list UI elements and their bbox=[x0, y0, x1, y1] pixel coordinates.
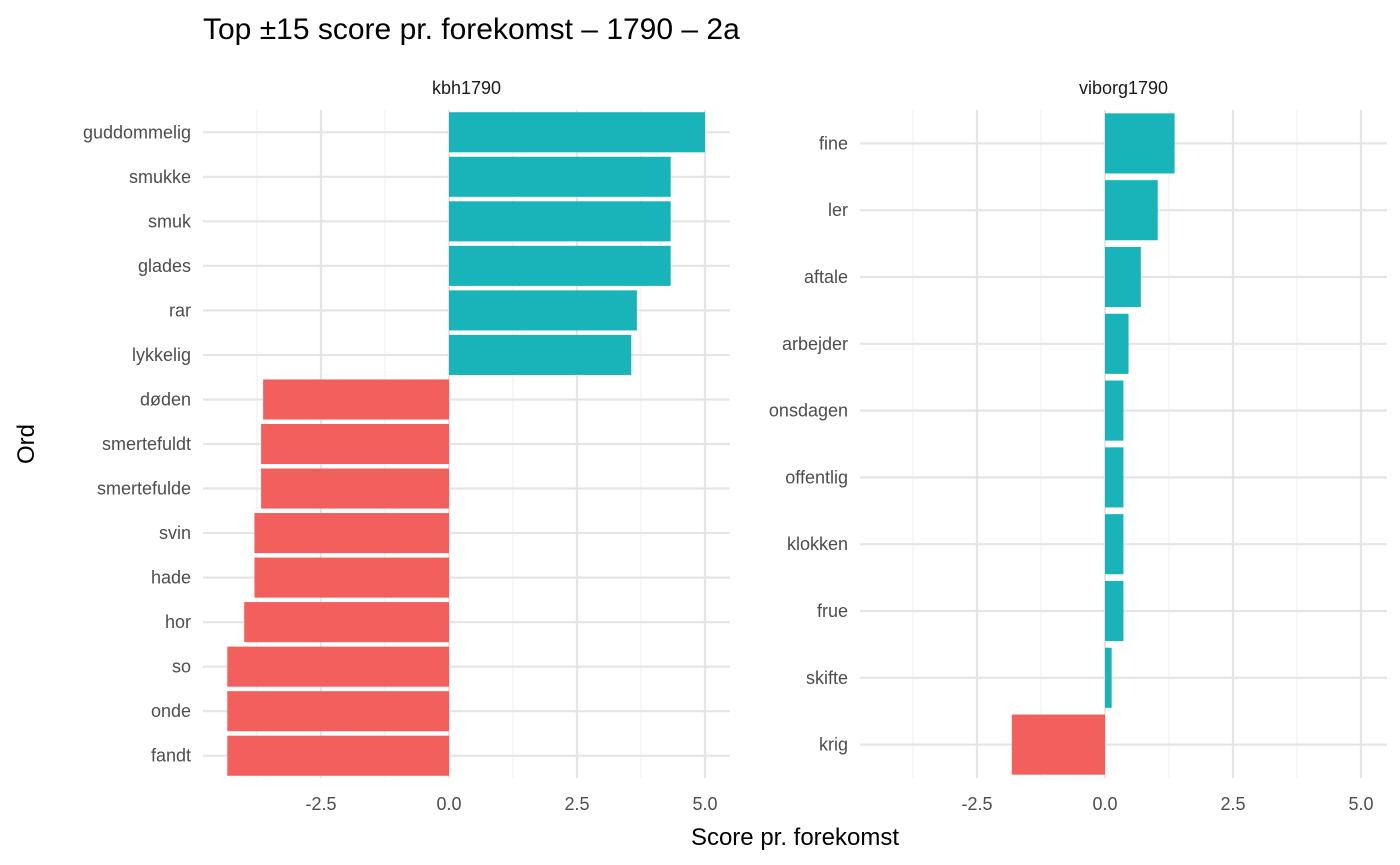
y-tick-label: frue bbox=[817, 601, 848, 621]
y-tick-label: offentlig bbox=[785, 467, 848, 487]
x-axis-title: Score pr. forekomst bbox=[691, 824, 899, 851]
bar-rar bbox=[449, 290, 637, 331]
y-tick-label: rar bbox=[169, 300, 191, 320]
x-tick-label: 2.5 bbox=[564, 794, 589, 814]
bar-krig bbox=[1011, 714, 1105, 775]
y-axis-title: Ord bbox=[13, 424, 40, 464]
bar-fandt bbox=[227, 735, 449, 776]
bar-onsdagen bbox=[1105, 380, 1124, 441]
panel-viborg1790: fine ler aftale arbejder onsdagen offentlig kl… bbox=[769, 78, 1387, 814]
x-tick-label: -2.5 bbox=[305, 794, 336, 814]
x-tick-label: 0.0 bbox=[1092, 794, 1117, 814]
chart-title: Top ±15 score pr. forekomst – 1790 – 2a bbox=[203, 13, 740, 46]
bar-døden bbox=[263, 379, 449, 420]
y-tick-label: svin bbox=[159, 523, 191, 543]
x-tick-label: 5.0 bbox=[692, 794, 717, 814]
x-tick-label: 5.0 bbox=[1348, 794, 1373, 814]
facet-strip-label: kbh1790 bbox=[432, 78, 501, 98]
y-tick-label: glades bbox=[138, 256, 191, 276]
bar-onde bbox=[227, 691, 449, 732]
bar-hade bbox=[254, 557, 449, 598]
y-tick-label: skifte bbox=[806, 668, 848, 688]
y-tick-label: fandt bbox=[151, 746, 191, 766]
y-tick-label: smuk bbox=[148, 211, 192, 231]
y-tick-label: hor bbox=[165, 612, 191, 632]
y-tick-label: onde bbox=[151, 701, 191, 721]
bar-klokken bbox=[1105, 514, 1124, 575]
bar-so bbox=[227, 646, 449, 687]
bar-guddommelig bbox=[449, 112, 705, 153]
y-tick-label: onsdagen bbox=[769, 401, 848, 421]
y-tick-label: arbejder bbox=[782, 334, 848, 354]
bar-smertefulde bbox=[261, 468, 449, 509]
x-tick-label: -2.5 bbox=[961, 794, 992, 814]
y-tick-label: guddommelig bbox=[83, 122, 191, 142]
bar-smuk bbox=[449, 201, 671, 242]
y-tick-label: lykkelig bbox=[132, 345, 191, 365]
facet-strip-label: viborg1790 bbox=[1079, 78, 1168, 98]
bar-aftale bbox=[1105, 246, 1141, 308]
x-tick-label: 0.0 bbox=[436, 794, 461, 814]
bar-glades bbox=[449, 245, 671, 286]
bar-skifte bbox=[1105, 647, 1112, 708]
y-tick-label: ler bbox=[828, 200, 848, 220]
y-tick-label: so bbox=[172, 657, 191, 677]
bar-ler bbox=[1105, 180, 1158, 241]
y-tick-label: klokken bbox=[787, 534, 848, 554]
bar-arbejder bbox=[1105, 313, 1129, 374]
y-tick-label: hade bbox=[151, 568, 191, 588]
y-tick-label: krig bbox=[819, 735, 848, 755]
x-tick-label: 2.5 bbox=[1220, 794, 1245, 814]
y-tick-label: døden bbox=[140, 389, 191, 409]
bar-smertefuldt bbox=[261, 423, 449, 465]
y-tick-label: aftale bbox=[804, 267, 848, 287]
bar-smukke bbox=[449, 156, 671, 197]
panel-kbh1790: guddommelig smukke smuk glades rar lykkelig dø… bbox=[83, 78, 730, 814]
bar-frue bbox=[1105, 580, 1124, 642]
bar-hor bbox=[244, 602, 449, 643]
bar-fine bbox=[1105, 113, 1175, 174]
bar-svin bbox=[254, 513, 449, 554]
y-tick-label: smertefulde bbox=[97, 479, 191, 499]
y-tick-label: fine bbox=[819, 133, 848, 153]
y-tick-label: smertefuldt bbox=[102, 434, 191, 454]
bar-offentlig bbox=[1105, 447, 1124, 508]
y-tick-label: smukke bbox=[129, 167, 191, 187]
bar-lykkelig bbox=[449, 334, 632, 375]
